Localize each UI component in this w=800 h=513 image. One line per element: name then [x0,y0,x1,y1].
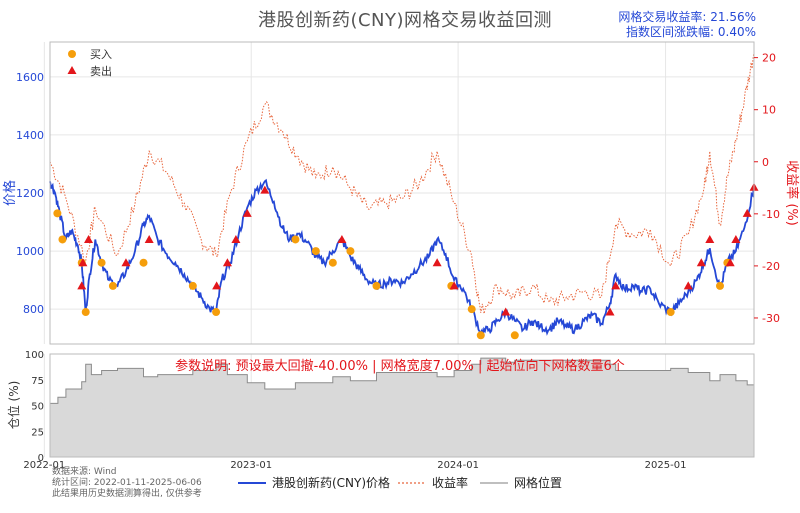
sell-marker-21 [742,208,752,217]
return-tick-label-0: -30 [762,312,780,325]
return-legend-label: 收益率 [432,475,468,490]
buy-marker-13 [372,281,381,290]
buy-marker-4 [97,258,106,267]
sell-marker-5 [212,281,222,290]
return-tick-label-1: -20 [762,260,780,273]
position-area [49,357,755,458]
sell-marker-18 [705,234,715,243]
position-tick-label-1: 25 [31,427,44,438]
sell-marker-0 [77,281,87,290]
sell-marker-9 [260,185,270,194]
position-tick-label-3: 75 [31,376,44,387]
return-line [49,52,755,314]
position-tick-label-2: 50 [31,402,44,413]
position-legend-label: 网格位置 [514,475,562,490]
position-tick-label-0: 0 [38,453,44,464]
sell-marker-15 [611,281,621,290]
sell-marker-14 [605,307,615,316]
date-tick-label-2: 2024-01 [437,460,479,471]
sell-marker-1 [78,258,88,267]
sell-marker-11 [432,258,442,267]
sell-marker-7 [231,234,241,243]
series-legend: 港股创新药(CNY)价格 收益率 网格位置 [238,475,562,490]
sell-marker-10 [337,234,347,243]
buy-marker-16 [476,331,485,340]
sell-marker-17 [696,258,706,267]
buy-marker-11 [328,258,337,267]
price-tick-label-4: 1600 [16,71,44,84]
sell-marker-20 [731,234,741,243]
date-tick-label-3: 2025-01 [645,460,687,471]
footnote-period: 统计区间: 2022-01-11-2025-06-06 [52,476,202,488]
buy-marker-12 [346,247,355,256]
position-plot-frame [49,353,755,458]
return-tick-label-3: 0 [762,156,769,169]
return-tick-label-5: 20 [762,52,776,65]
return-tick-label-4: 10 [762,104,776,117]
buy-marker-1 [58,235,67,244]
price-tick-label-2: 1200 [16,187,44,200]
stat-index-change: 指数区间涨跌幅: 0.40% [626,25,756,39]
sell-marker-13 [501,307,511,316]
return-axis-ticks: -30 -20 -10 0 10 20 [754,52,780,325]
return-series [49,52,755,314]
date-tick-label-0: 2022-01 [23,460,65,471]
sell-marker-2 [84,234,94,243]
buy-marker-10 [311,247,320,256]
footnote-source: 数据来源: Wind [52,465,117,477]
buy-marker-19 [715,281,724,290]
trade-markers [53,182,759,340]
sell-marker-19 [725,258,735,267]
date-tick-label-1: 2023-01 [230,460,272,471]
footnote: 数据来源: Wind 统计区间: 2022-01-11-2025-06-06 此… [52,465,202,499]
sell-marker-12 [449,281,459,290]
position-series [49,357,755,458]
sell-legend-marker [67,66,77,74]
sell-legend-label: 卖出 [90,64,112,78]
position-axis-label: 仓位 (%) [6,381,21,430]
buy-marker-7 [188,281,197,290]
buy-marker-18 [666,308,675,317]
buy-marker-0 [53,209,62,218]
return-tick-label-2: -10 [762,208,780,221]
sell-marker-3 [121,258,131,267]
price-tick-label-3: 1400 [16,129,44,142]
buy-marker-6 [139,258,148,267]
buy-marker-8 [212,308,221,317]
price-tick-label-1: 1000 [16,245,44,258]
price-plot-frame [49,41,755,345]
footnote-disclaimer: 此结果用历史数据测算得出, 仅供参考 [52,487,202,499]
sell-marker-4 [144,234,154,243]
buy-marker-5 [108,281,117,290]
stat-return: 网格交易收益率: 21.56% [618,10,756,24]
parameter-annotation: 参数说明: 预设最大回撤-40.00% | 网格宽度7.00% | 起始位向下网… [175,358,625,374]
buy-marker-9 [291,235,300,244]
sell-marker-16 [683,281,693,290]
position-tick-label-4: 100 [25,350,44,361]
sell-marker-8 [242,208,252,217]
buy-marker-17 [510,331,519,340]
buy-legend-marker [68,50,76,58]
marker-legend: 买入 卖出 [67,48,112,78]
price-tick-label-0: 800 [23,303,44,316]
price-axis-label: 价格 [2,180,18,206]
date-axis-ticks: 2022-01 2023-01 2024-01 2025-01 [23,460,686,471]
buy-legend-label: 买入 [90,48,112,61]
return-axis-label: 收益率 (%) [784,160,800,226]
chart-title: 港股创新药(CNY)网格交易收益回测 [257,10,553,31]
price-line [49,178,755,336]
buy-marker-3 [81,308,90,317]
buy-marker-15 [467,305,476,314]
price-series [49,178,755,336]
price-axis-ticks: 800 1000 1200 1400 1600 [16,71,44,316]
price-gridlines [43,42,754,344]
position-axis-ticks: 0 25 50 75 100 [25,350,44,464]
price-legend-label: 港股创新药(CNY)价格 [272,475,390,490]
sell-marker-6 [222,258,232,267]
